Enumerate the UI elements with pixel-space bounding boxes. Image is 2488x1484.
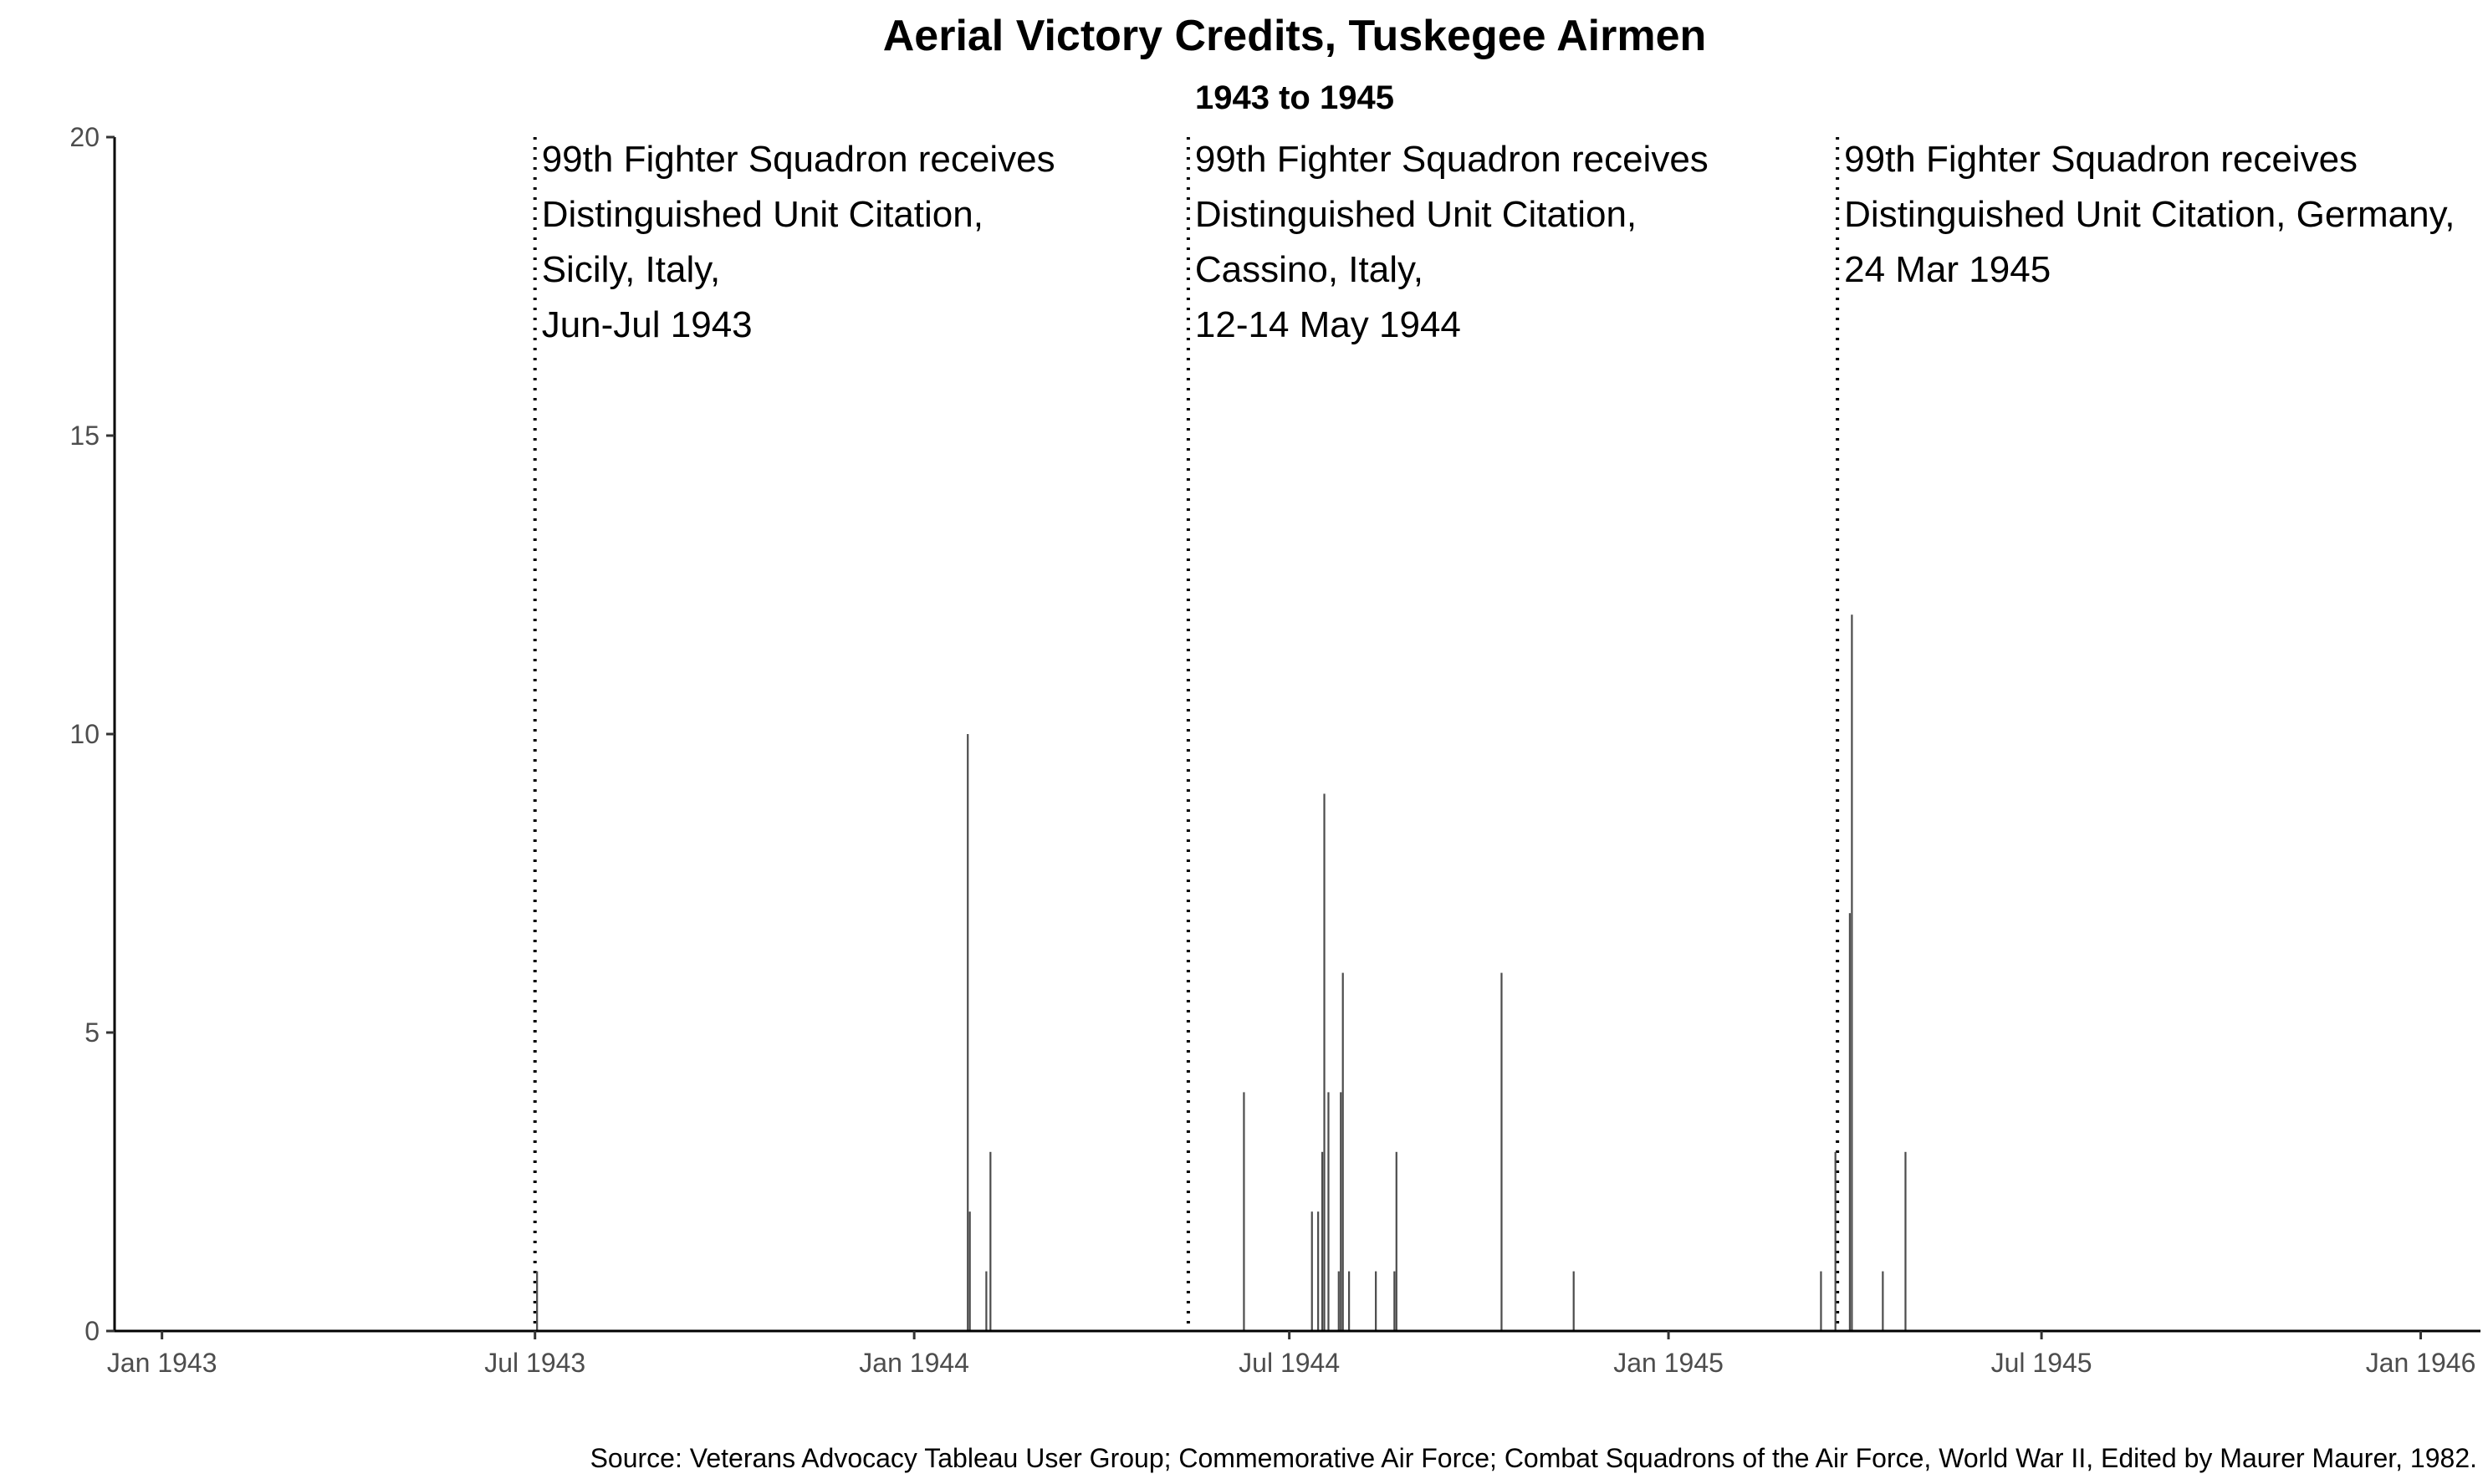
citation-annotation: 99th Fighter Squadron receives [1195,139,1709,180]
bar [1395,1151,1397,1331]
citation-annotation: 99th Fighter Squadron receives [1844,139,2358,180]
annotation-lines: 99th Fighter Squadron receives Distinguis… [533,137,2455,1331]
citation-annotation: Sicily, Italy, [542,249,721,290]
x-axis-ticks: Jan 1943 Jul 1943 Jan 1944 Jul 1944 Jan 1945… [107,1331,2476,1378]
citation-annotation: Distinguished Unit Citation, Germany, [1844,194,2455,235]
y-tick-label: 15 [69,421,100,451]
y-tick-label: 5 [84,1017,100,1048]
bar [1340,1092,1342,1331]
y-axis-ticks: 0 5 10 15 20 [69,122,115,1346]
bar [1500,972,1503,1331]
bar [1327,1092,1330,1331]
x-tick-label: Jan 1943 [107,1348,217,1378]
bar [1347,1271,1351,1331]
bar [1851,615,1853,1331]
y-tick-label: 20 [69,122,100,152]
citation-annotation: Cassino, Italy, [1195,249,1423,290]
x-tick-label: Jul 1944 [1239,1348,1340,1378]
bar [1393,1271,1396,1331]
y-tick-label: 10 [69,719,100,749]
x-tick-label: Jul 1945 [1991,1348,2092,1378]
citation-annotation: Jun-Jul 1943 [542,304,753,345]
citation-annotation: 99th Fighter Squadron receives [542,139,1055,180]
bar [1323,793,1326,1331]
bar [1572,1271,1575,1331]
chart-caption: Source: Veterans Advocacy Tableau User G… [590,1443,2477,1473]
x-tick-label: Jan 1946 [2366,1348,2476,1378]
chart-subtitle: 1943 to 1945 [1195,79,1394,116]
citation-annotation: Distinguished Unit Citation, [1195,194,1637,235]
bar [1848,913,1852,1331]
citation-annotation: Distinguished Unit Citation, [542,194,983,235]
bar [985,1271,988,1331]
bar [1321,1151,1324,1331]
bar [1337,1271,1340,1331]
citation-annotation: 24 Mar 1945 [1844,249,2051,290]
bar [536,1271,539,1331]
citation-annotation: 12-14 May 1944 [1195,304,1461,345]
bar [1243,1092,1245,1331]
x-tick-label: Jan 1944 [859,1348,969,1378]
x-tick-label: Jan 1945 [1613,1348,1724,1378]
bar [1317,1211,1320,1331]
bar [967,734,969,1331]
chart-title: Aerial Victory Credits, Tuskegee Airmen [883,12,1707,60]
bar [1882,1271,1884,1331]
bar-series [536,615,1907,1331]
bar [989,1151,992,1331]
bar [1834,1151,1837,1331]
bar [1375,1271,1377,1331]
bar [968,1211,971,1331]
bar [1820,1271,1822,1331]
bar [1904,1151,1907,1331]
x-tick-label: Jul 1943 [484,1348,585,1378]
bar [1310,1211,1313,1331]
y-tick-label: 0 [84,1316,100,1346]
bar [1341,972,1344,1331]
